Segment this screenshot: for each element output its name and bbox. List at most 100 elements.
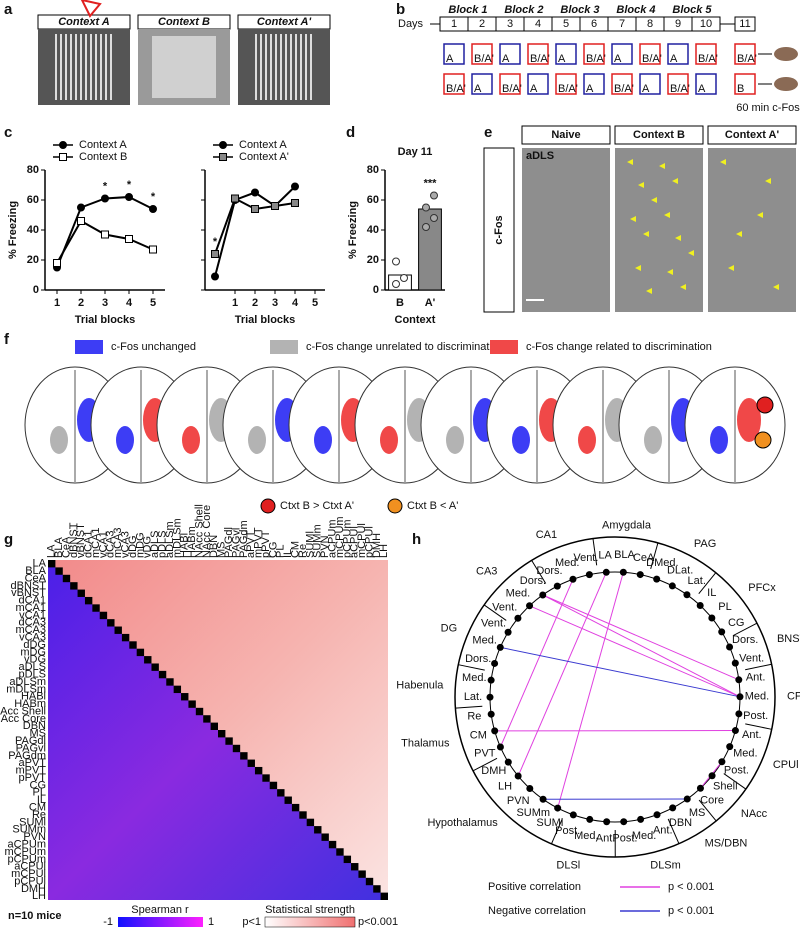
column-label: vCA1: [97, 531, 109, 558]
data-point: [422, 203, 430, 212]
box-label: B/A': [642, 53, 662, 65]
node: [619, 568, 627, 576]
node: [539, 591, 547, 599]
column-label: mCA1: [90, 527, 102, 558]
column-label: vBNST: [75, 523, 87, 558]
group-divider: [483, 604, 507, 621]
row-label: vDG: [24, 654, 46, 666]
node: [504, 628, 512, 636]
x-tick-label: 5: [312, 297, 318, 309]
box-label: A: [530, 83, 538, 95]
diagonal-cell: [181, 693, 189, 701]
diagonal-cell: [136, 648, 145, 657]
session-box: [527, 43, 549, 65]
box-label: A: [502, 53, 510, 65]
session-box: [499, 43, 521, 65]
group-divider: [455, 705, 483, 709]
column-label: PVN: [319, 535, 331, 558]
correlation-edge: [529, 605, 741, 698]
y-tick-label: 20: [367, 254, 379, 266]
node-label: Med.: [574, 830, 598, 842]
node: [491, 659, 499, 667]
column-label: IL: [282, 549, 294, 558]
group-label: Amygdala: [602, 519, 652, 531]
session-box: [639, 43, 661, 65]
node-label: Dors.: [732, 634, 758, 646]
row-label: IL: [37, 794, 46, 806]
node: [726, 643, 734, 651]
marker: [251, 205, 259, 213]
row-label: BLA: [25, 565, 46, 577]
region-patch: [446, 426, 464, 454]
block-label: Block 2: [504, 4, 543, 16]
row-label: aPVT: [18, 757, 46, 769]
node: [708, 772, 716, 780]
session-box: [734, 73, 756, 95]
node: [487, 710, 495, 718]
correlation-edge: [517, 572, 607, 777]
marker: [291, 199, 299, 207]
panel-label: d: [346, 124, 355, 141]
session-box: [499, 73, 521, 95]
chart-title: Day 11: [398, 146, 433, 158]
y-tick-label: 0: [33, 284, 39, 296]
node: [554, 804, 562, 812]
row-label: PL: [33, 787, 46, 799]
column-label: pCPUl: [363, 526, 375, 558]
column-label: aDLSm: [164, 521, 176, 558]
node-label: Dors.: [536, 565, 562, 577]
data-point: [430, 214, 438, 222]
panel-label: c: [4, 124, 12, 141]
node: [726, 743, 734, 751]
row-label: PAGdl: [15, 735, 46, 747]
row-label: NAcc Shell: [0, 705, 46, 717]
column-label: NAcc Shell: [193, 504, 205, 558]
day-number: 2: [479, 18, 485, 30]
session-box: [583, 73, 605, 95]
column-label: CM: [290, 541, 302, 558]
node-label: Med.: [506, 587, 530, 599]
increase-icon: [756, 396, 774, 414]
node-label: Ant.: [653, 825, 673, 837]
panel-label: h: [412, 531, 421, 548]
box-label: B/A': [614, 83, 634, 95]
node-label: Ant.: [742, 729, 762, 741]
node: [486, 693, 494, 701]
diagonal-cell: [247, 759, 255, 767]
legend-threshold: p < 0.001: [668, 905, 714, 917]
row-label: mCPUl: [11, 868, 46, 880]
marker: [149, 245, 157, 254]
correlation-edge: [500, 646, 741, 698]
data-point: [430, 191, 438, 200]
region-patch: [50, 426, 68, 454]
legend-label: Context B: [79, 151, 127, 163]
diagonal-cell: [121, 633, 130, 642]
diagonal-cell: [232, 744, 241, 753]
group-divider: [698, 572, 717, 595]
panel-label: f: [4, 331, 10, 348]
column-label: aPVT: [245, 530, 257, 558]
diagonal-cell: [299, 811, 307, 819]
group-divider: [592, 538, 598, 566]
marker: [53, 259, 61, 267]
box-label: B/A': [737, 53, 757, 65]
micrograph: [708, 148, 796, 312]
diagonal-cell: [77, 589, 85, 597]
session-box: [667, 43, 689, 65]
node: [553, 582, 561, 590]
day-number: 4: [535, 18, 541, 30]
group-label: Habenula: [396, 679, 444, 691]
node-label: Lat.: [688, 575, 706, 587]
node: [496, 743, 504, 751]
row-label: mPVT: [15, 765, 46, 777]
y-tick-label: 60: [27, 194, 39, 206]
diagonal-cell: [262, 774, 270, 782]
group-label: MS/DBN: [705, 838, 748, 850]
group-label: CA1: [536, 529, 557, 541]
cell-marker: [720, 159, 726, 165]
output-label: 60 min c-Fos: [736, 102, 800, 114]
column-label: PAGdm: [238, 520, 250, 558]
region-patch: [380, 426, 398, 454]
group-divider: [531, 560, 547, 584]
column-label: mCPUl: [356, 523, 368, 558]
